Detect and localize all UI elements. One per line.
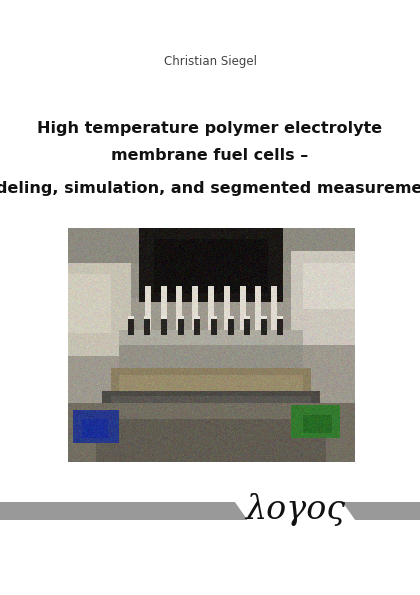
- Text: High temperature polymer electrolyte: High temperature polymer electrolyte: [37, 121, 383, 136]
- Text: Christian Siegel: Christian Siegel: [163, 55, 257, 68]
- Text: membrane fuel cells –: membrane fuel cells –: [111, 149, 309, 164]
- Text: λογος: λογος: [245, 493, 345, 525]
- Polygon shape: [235, 502, 355, 520]
- Text: Modeling, simulation, and segmented measurements: Modeling, simulation, and segmented meas…: [0, 180, 420, 196]
- Bar: [0, 502, 420, 520]
